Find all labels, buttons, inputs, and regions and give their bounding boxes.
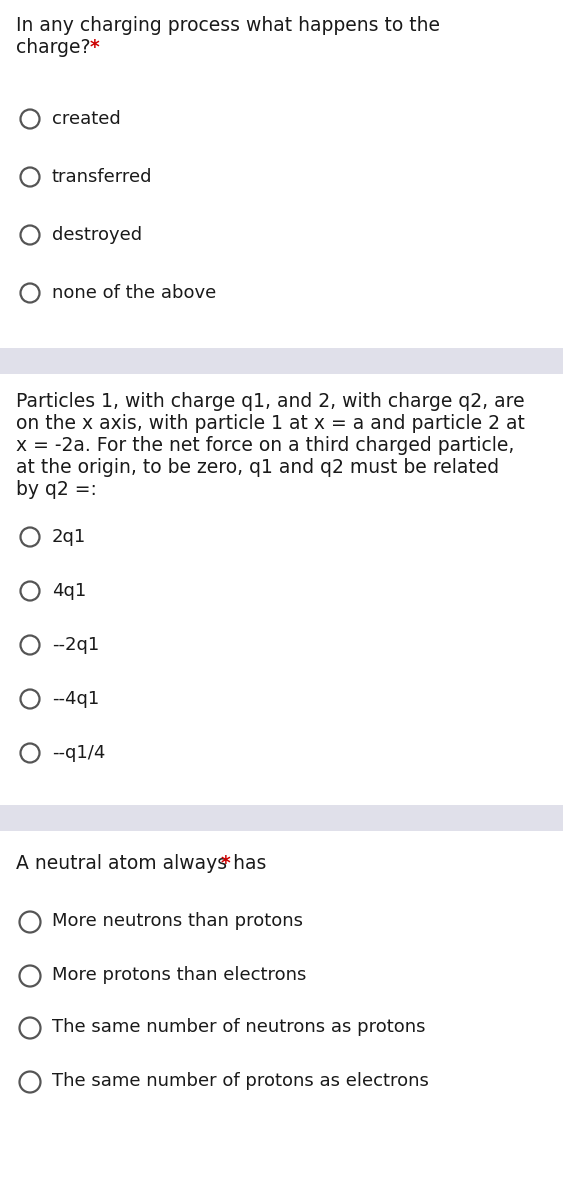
- Text: at the origin, to be zero, q1 and q2 must be related: at the origin, to be zero, q1 and q2 mus…: [16, 458, 499, 476]
- Text: on the x axis, with particle 1 at x = a and particle 2 at: on the x axis, with particle 1 at x = a …: [16, 414, 525, 433]
- Text: --2q1: --2q1: [52, 636, 99, 654]
- Text: 4q1: 4q1: [52, 582, 86, 600]
- FancyBboxPatch shape: [0, 348, 563, 374]
- Text: The same number of protons as electrons: The same number of protons as electrons: [52, 1072, 429, 1090]
- FancyBboxPatch shape: [0, 0, 563, 348]
- Text: *: *: [221, 854, 231, 874]
- Text: The same number of neutrons as protons: The same number of neutrons as protons: [52, 1018, 426, 1036]
- Text: Particles 1, with charge q1, and 2, with charge q2, are: Particles 1, with charge q1, and 2, with…: [16, 392, 525, 410]
- Text: x = -2a. For the net force on a third charged particle,: x = -2a. For the net force on a third ch…: [16, 436, 515, 455]
- FancyBboxPatch shape: [0, 805, 563, 830]
- FancyBboxPatch shape: [0, 830, 563, 1200]
- Text: A neutral atom always has: A neutral atom always has: [16, 854, 272, 874]
- Text: More protons than electrons: More protons than electrons: [52, 966, 306, 984]
- Text: charge?: charge?: [16, 38, 96, 56]
- Text: created: created: [52, 110, 120, 128]
- Text: 2q1: 2q1: [52, 528, 86, 546]
- Text: --4q1: --4q1: [52, 690, 99, 708]
- Text: In any charging process what happens to the: In any charging process what happens to …: [16, 16, 440, 35]
- Text: More neutrons than protons: More neutrons than protons: [52, 912, 303, 930]
- Text: by q2 =:: by q2 =:: [16, 480, 97, 499]
- Text: --q1/4: --q1/4: [52, 744, 105, 762]
- Text: *: *: [90, 38, 100, 56]
- Text: transferred: transferred: [52, 168, 153, 186]
- Text: none of the above: none of the above: [52, 284, 216, 302]
- FancyBboxPatch shape: [0, 374, 563, 805]
- Text: destroyed: destroyed: [52, 226, 142, 244]
